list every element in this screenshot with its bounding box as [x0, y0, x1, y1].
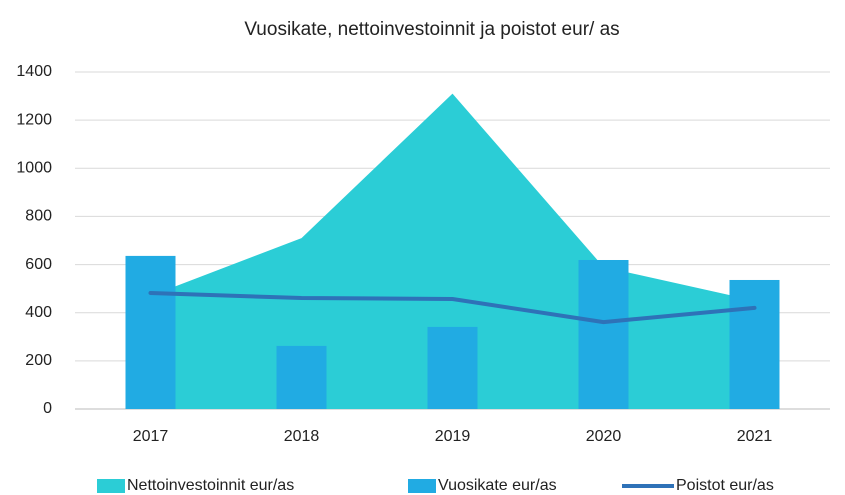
bar: [125, 255, 176, 409]
legend-label: Poistot eur/as: [676, 477, 774, 494]
y-tick-label: 200: [25, 352, 52, 369]
x-tick-label: 2019: [435, 428, 471, 445]
legend-label: Vuosikate eur/as: [438, 477, 557, 494]
y-tick-label: 400: [25, 304, 52, 321]
bar: [276, 345, 327, 409]
chart-title: Vuosikate, nettoinvestoinnit ja poistot …: [244, 19, 619, 40]
x-tick-label: 2017: [133, 428, 169, 445]
x-tick-label: 2021: [737, 428, 773, 445]
bar: [729, 279, 780, 409]
line: [148, 290, 757, 325]
bar: [427, 326, 478, 409]
legend-label: Nettoinvestoinnit eur/as: [127, 477, 294, 494]
legend-swatch: [97, 479, 125, 493]
legend-swatch: [408, 479, 436, 493]
y-tick-label: 600: [25, 256, 52, 273]
x-tick-label: 2020: [586, 428, 622, 445]
y-tick-label: 0: [43, 400, 52, 417]
bar: [578, 259, 629, 409]
y-tick-label: 1000: [16, 160, 52, 177]
y-tick-label: 1400: [16, 63, 52, 80]
x-tick-label: 2018: [284, 428, 320, 445]
y-tick-label: 1200: [16, 111, 52, 128]
y-tick-label: 800: [25, 208, 52, 225]
